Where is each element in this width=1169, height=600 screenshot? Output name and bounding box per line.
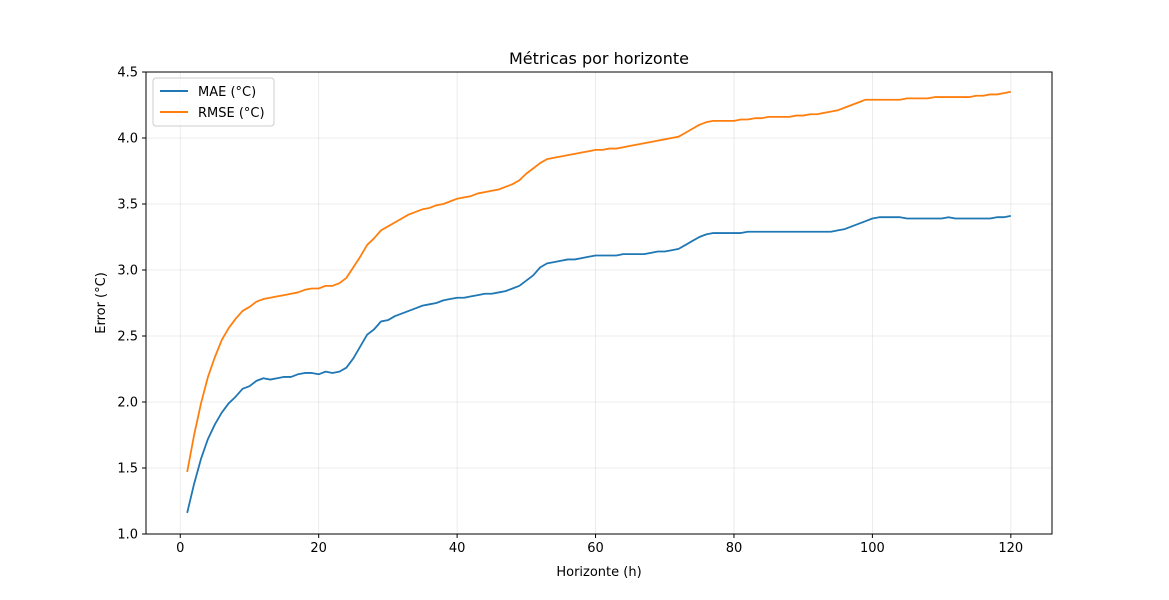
y-tick-label: 4.0	[117, 132, 138, 147]
y-tick-label: 3.0	[117, 264, 138, 279]
legend-label-rmse: RMSE (°C)	[198, 106, 265, 121]
legend-label-mae: MAE (°C)	[198, 85, 256, 100]
series-layer	[186, 90, 1011, 514]
axes-frame	[145, 71, 1053, 535]
y-tick-label: 1.0	[117, 528, 138, 543]
plot-area	[146, 72, 1052, 534]
x-axis: 0 20 40 60 80 100 120	[176, 534, 1023, 556]
x-tick-label: 20	[310, 541, 327, 556]
x-tick-label: 80	[726, 541, 743, 556]
mae-series-line	[186, 214, 1011, 514]
x-tick-label: 60	[587, 541, 604, 556]
x-tick-label: 120	[998, 541, 1023, 556]
rmse-series-line	[186, 90, 1011, 473]
y-axis: 1.0 1.5 2.0 2.5 3.0 3.5 4.0 4.5	[117, 66, 146, 543]
x-axis-label: Horizonte (h)	[556, 565, 641, 580]
x-tick-label: 0	[176, 541, 184, 556]
y-tick-label: 2.5	[117, 330, 138, 345]
legend: MAE (°C) RMSE (°C)	[152, 77, 275, 127]
y-axis-label: Error (°C)	[94, 272, 109, 334]
x-tick-label: 100	[860, 541, 885, 556]
y-tick-label: 1.5	[117, 462, 138, 477]
y-tick-label: 4.5	[117, 66, 138, 81]
y-tick-label: 2.0	[117, 396, 138, 411]
chart-title: Métricas por horizonte	[509, 49, 689, 68]
x-tick-label: 40	[449, 541, 466, 556]
y-tick-label: 3.5	[117, 198, 138, 213]
